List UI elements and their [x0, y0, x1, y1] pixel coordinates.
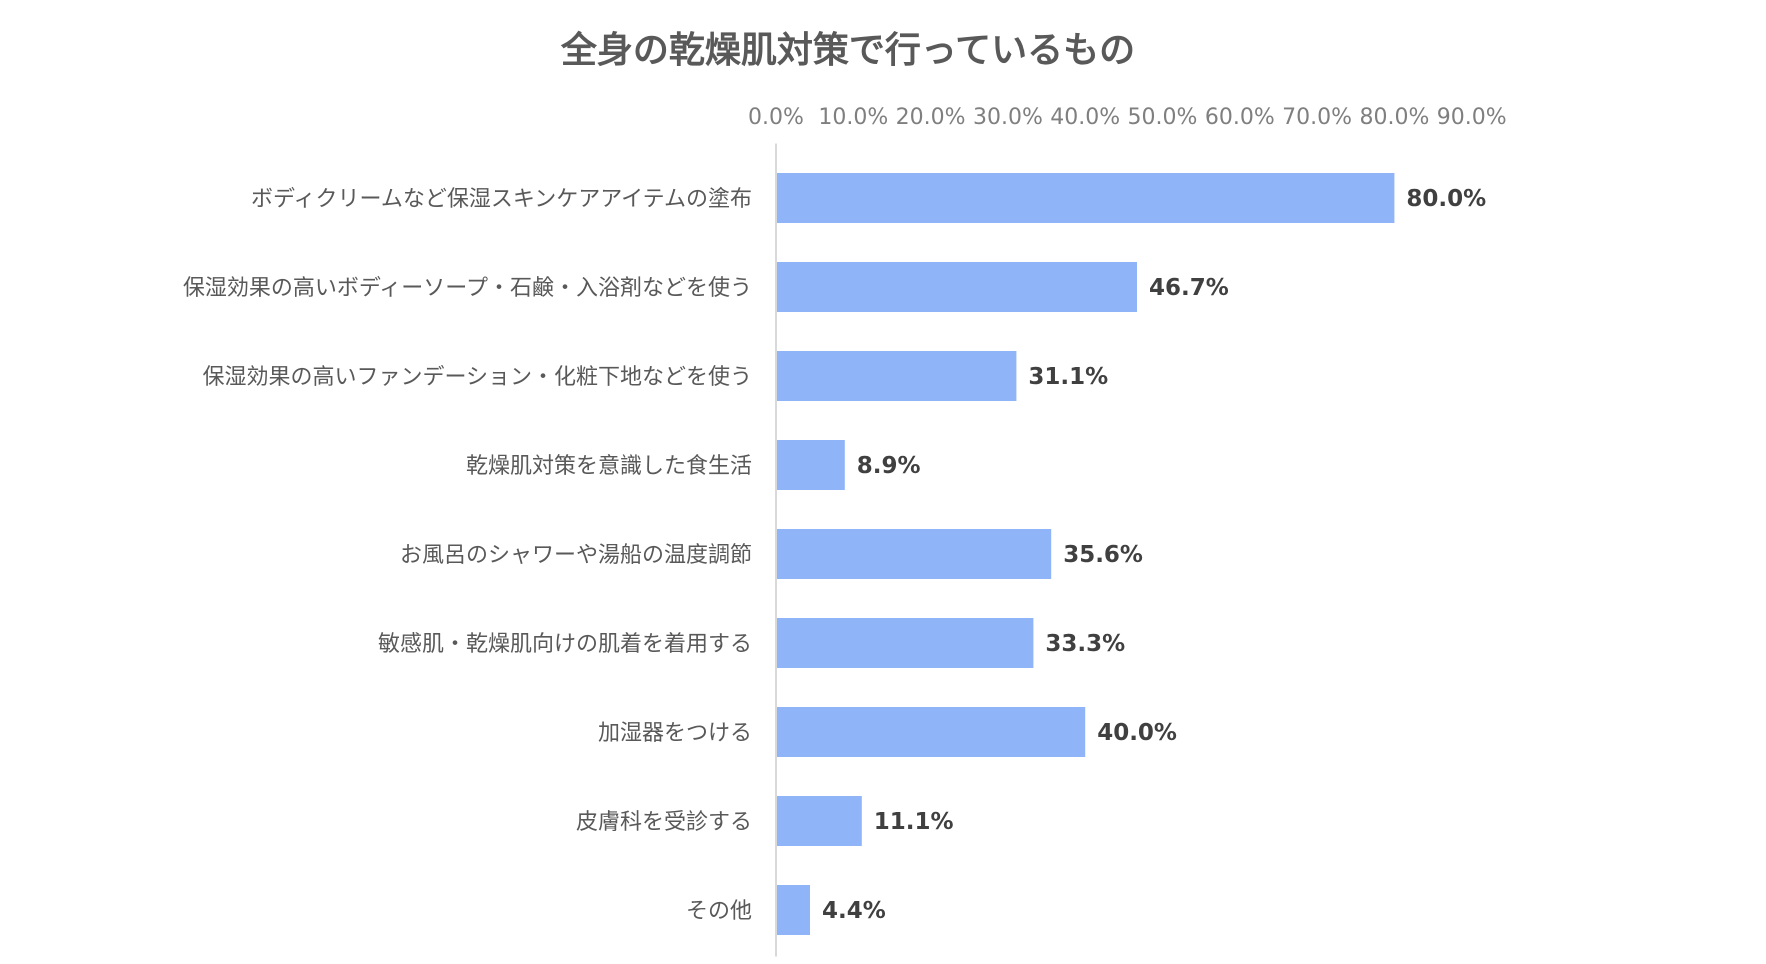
data-label: 11.1%: [874, 809, 954, 835]
x-tick-label: 40.0%: [1050, 105, 1120, 130]
data-label: 35.6%: [1063, 542, 1143, 568]
category-label: 敏感肌・乾燥肌向けの肌着を着用する: [378, 632, 752, 657]
category-label: ボディクリームなど保湿スキンケアアイテムの塗布: [251, 187, 752, 212]
bar: [777, 173, 1395, 223]
category-label: その他: [686, 899, 752, 924]
bar: [777, 351, 1017, 401]
category-label: 乾燥肌対策を意識した食生活: [466, 454, 752, 479]
x-tick-label: 20.0%: [896, 105, 966, 130]
data-label: 31.1%: [1028, 364, 1108, 390]
category-label: お風呂のシャワーや湯船の温度調節: [400, 543, 752, 568]
x-tick-label: 50.0%: [1128, 105, 1198, 130]
x-tick-label: 90.0%: [1437, 105, 1507, 130]
chart-title: 全身の乾燥肌対策で行っているもの: [560, 29, 1135, 71]
category-labels: ボディクリームなど保湿スキンケアアイテムの塗布保湿効果の高いボディーソープ・石鹸…: [183, 187, 752, 924]
bar: [777, 796, 862, 846]
bars: [777, 173, 1395, 935]
x-tick-label: 80.0%: [1359, 105, 1429, 130]
data-label: 33.3%: [1045, 631, 1125, 657]
category-label: 保湿効果の高いボディーソープ・石鹸・入浴剤などを使う: [183, 276, 752, 301]
data-label: 4.4%: [822, 898, 886, 924]
data-labels: 80.0% 46.7% 31.1% 8.9% 35.6% 33.3% 40.0% 11.1% 4…: [822, 186, 1486, 924]
x-tick-label: 10.0%: [818, 105, 888, 130]
x-tick-label: 30.0%: [973, 105, 1043, 130]
bar: [777, 529, 1052, 579]
data-label: 80.0%: [1406, 186, 1486, 212]
data-label: 8.9%: [857, 453, 921, 479]
category-label: 皮膚科を受診する: [576, 810, 752, 835]
x-axis-ticks: 0.0% 10.0% 20.0% 30.0% 40.0% 50.0% 60.0% 70.0% 8…: [748, 105, 1507, 130]
x-tick-label: 60.0%: [1205, 105, 1275, 130]
data-label: 46.7%: [1149, 275, 1229, 301]
bar: [777, 440, 845, 490]
x-tick-label: 70.0%: [1282, 105, 1352, 130]
category-label: 保湿効果の高いファンデーション・化粧下地などを使う: [202, 365, 752, 390]
bar: [777, 618, 1034, 668]
data-label: 40.0%: [1097, 720, 1177, 746]
bar: [777, 262, 1137, 312]
category-label: 加湿器をつける: [598, 721, 752, 746]
bar: [777, 707, 1086, 757]
x-tick-label: 0.0%: [748, 105, 804, 130]
bar: [777, 885, 811, 935]
